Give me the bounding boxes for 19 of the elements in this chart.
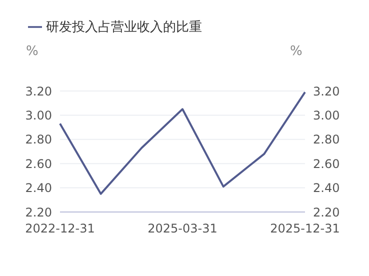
legend-label: 研发投入占营业收入的比重 — [46, 20, 202, 35]
y2-tick-label: 2.40 — [313, 181, 340, 196]
x-tick-label: 2025-03-31 — [148, 222, 218, 236]
y2-tick-label: 3.00 — [313, 108, 340, 122]
y-tick-label: 2.20 — [25, 205, 52, 220]
x-tick-label: 2022-12-31 — [25, 222, 95, 236]
y-tick-label: 3.20 — [25, 84, 52, 98]
y-tick-label: 3.00 — [25, 108, 52, 122]
y2-tick-label: 2.20 — [313, 205, 340, 220]
y2-axis-title: % — [290, 44, 302, 59]
y-tick-label: 2.80 — [25, 132, 52, 147]
y2-tick-label: 3.20 — [313, 84, 340, 98]
x-tick-label: 2025-12-31 — [270, 222, 340, 236]
y-axis-title: % — [26, 44, 38, 59]
y-tick-label: 2.60 — [25, 156, 52, 171]
line-series — [59, 91, 306, 195]
y2-tick-label: 2.80 — [313, 132, 340, 147]
y-tick-label: 2.40 — [25, 181, 52, 196]
y2-tick-label: 2.60 — [313, 156, 340, 171]
